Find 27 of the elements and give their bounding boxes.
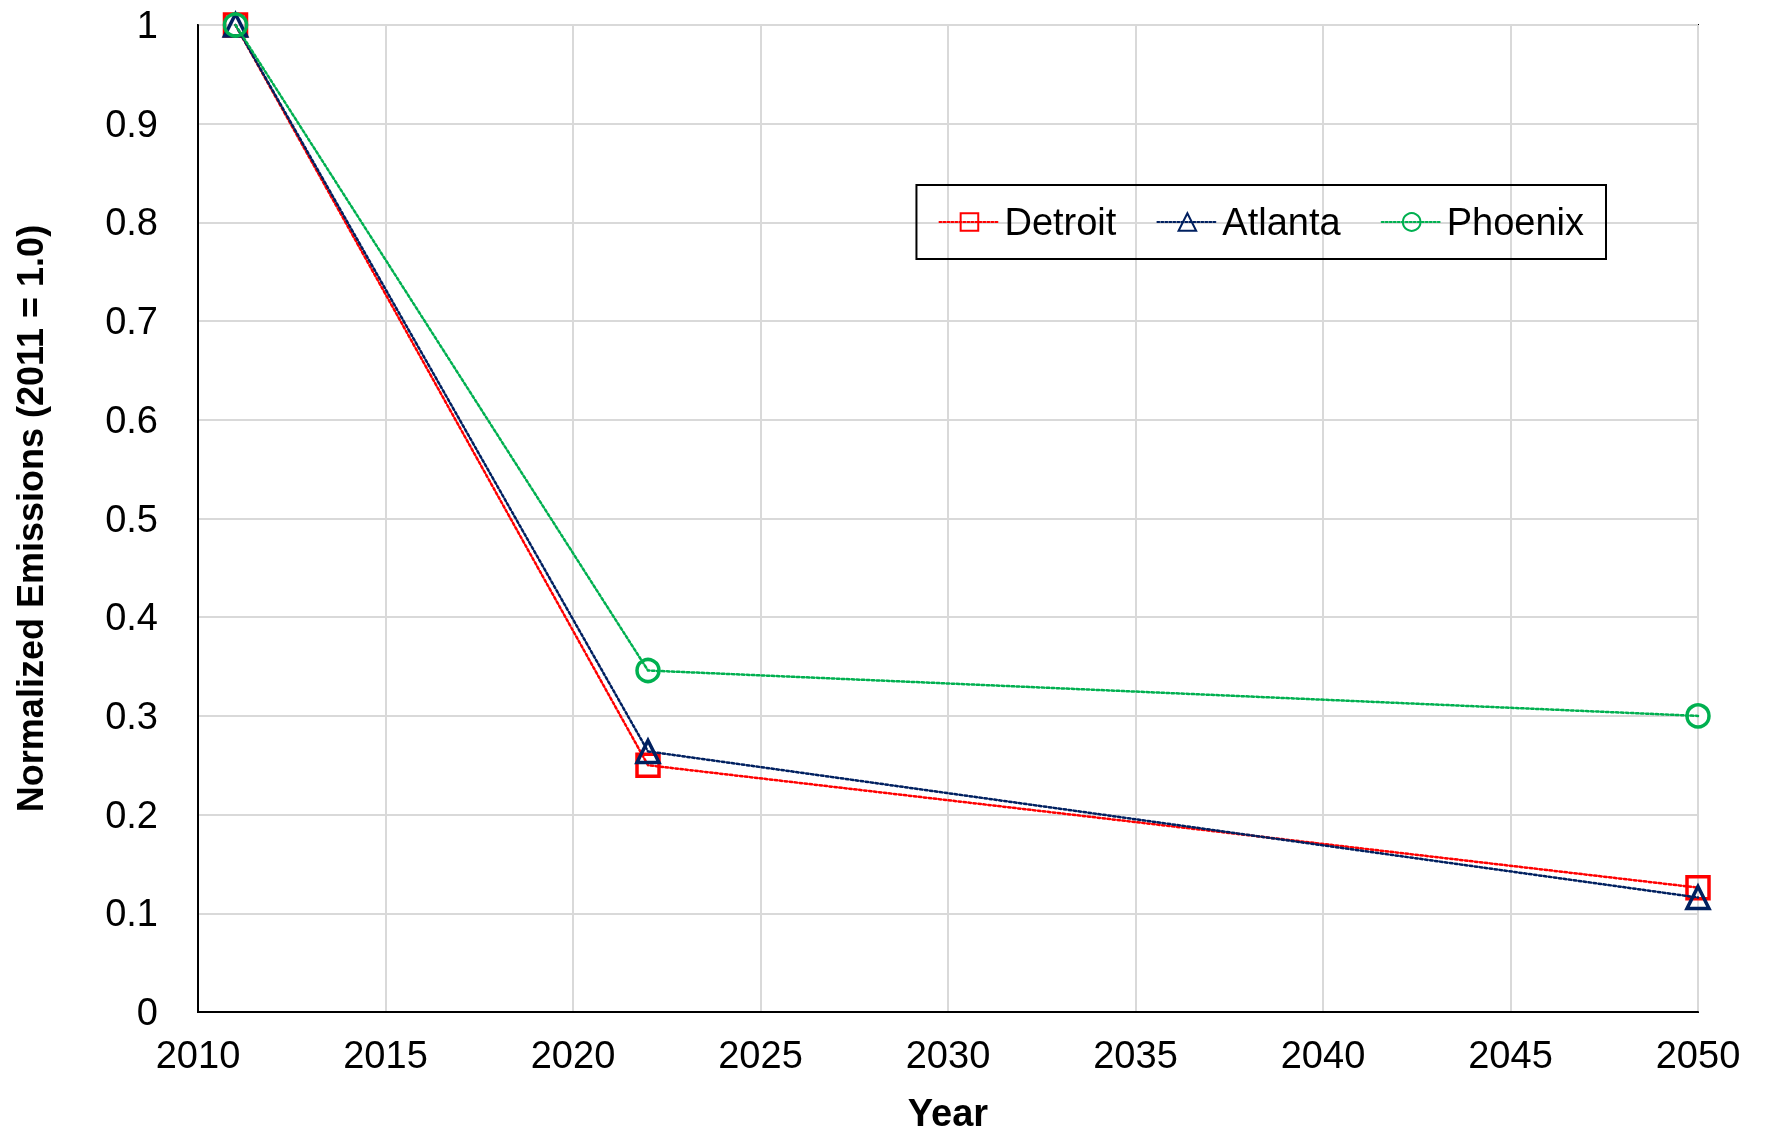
x-tick-label: 2020	[530, 1034, 616, 1076]
y-tick-label: 0.7	[105, 300, 158, 343]
y-axis-title: Normalized Emissions (2011 = 1.0)	[9, 224, 51, 813]
x-tick-label: 2010	[155, 1034, 241, 1076]
legend-label: Detroit	[1004, 201, 1117, 243]
point	[1685, 703, 1711, 729]
y-tick-label: 0.1	[105, 892, 158, 935]
y-tick-label: 0	[136, 991, 158, 1033]
y-tick-label: 1	[136, 4, 158, 46]
x-axis-title: Year	[907, 1092, 989, 1134]
y-tick-label: 0.9	[105, 102, 158, 145]
y-tick-label: 0.5	[105, 497, 158, 540]
y-tick-label: 0.8	[105, 201, 158, 244]
x-tick-label: 2050	[1655, 1034, 1741, 1076]
y-tick-label: 0.3	[105, 694, 158, 737]
y-tick-label: 0.4	[105, 596, 158, 639]
x-tick-label: 2015	[343, 1034, 428, 1076]
x-tick-label: 2035	[1093, 1034, 1178, 1076]
legend-label: Atlanta	[1222, 201, 1342, 243]
legend-label: Phoenix	[1446, 201, 1584, 243]
point	[635, 657, 661, 684]
y-tick-label: 0.6	[105, 398, 158, 441]
y-tick-label: 0.2	[105, 793, 158, 836]
x-tick-label: 2025	[718, 1034, 803, 1076]
x-tick-label: 2045	[1468, 1034, 1553, 1076]
x-tick-label: 2040	[1280, 1034, 1366, 1076]
x-tick-label: 2030	[905, 1034, 991, 1076]
